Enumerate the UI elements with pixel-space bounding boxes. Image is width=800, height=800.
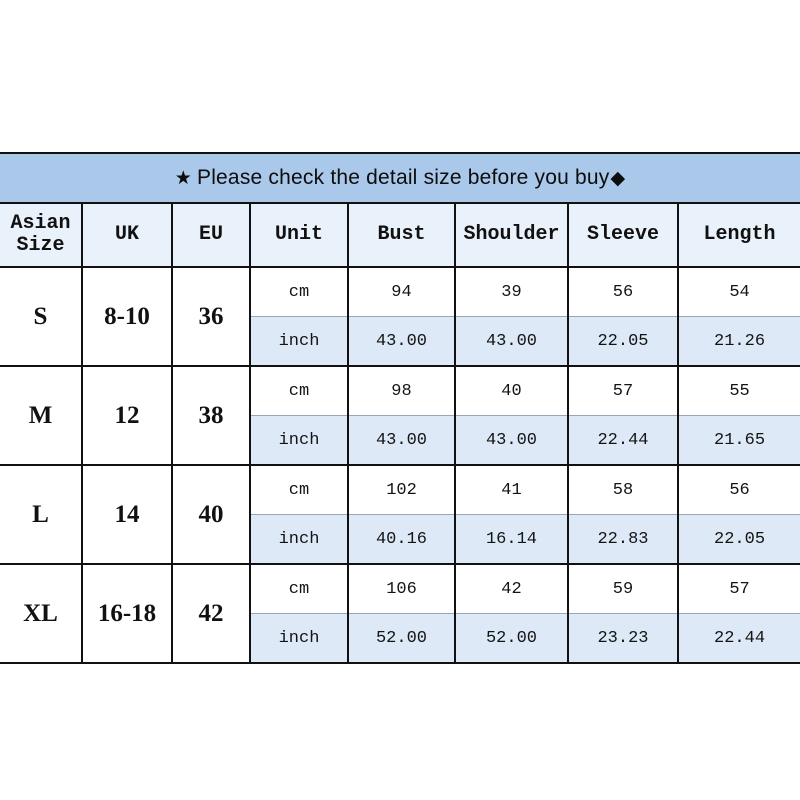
table-row: inch 43.00 43.00 22.44 21.65 (0, 415, 800, 466)
size-chart-container: ★ Please check the detail size before you… (0, 152, 800, 664)
asian-size-line2: Size (16, 234, 65, 257)
cell-shoulder-inch: 16.14 (455, 514, 569, 565)
cell-sleeve-inch: 22.83 (568, 514, 679, 565)
column-header-eu: EU (172, 203, 251, 268)
cell-length-cm: 55 (678, 366, 800, 416)
column-header-shoulder: Shoulder (455, 203, 569, 268)
table-header-row: Asian Size UK EU Unit Bust Shoulder Sleev… (0, 203, 800, 268)
cell-unit-cm: cm (250, 267, 349, 317)
table-row: inch 52.00 52.00 23.23 22.44 (0, 613, 800, 664)
cell-eu: 42 (172, 564, 251, 664)
banner-text-group: ★ Please check the detail size before you… (175, 166, 626, 189)
column-header-uk: UK (82, 203, 173, 268)
banner-row: ★ Please check the detail size before you… (0, 152, 800, 204)
cell-length-cm: 57 (678, 564, 800, 614)
table-row: L 14 40 cm 102 41 58 56 (0, 465, 800, 565)
table-row: inch 43.00 43.00 22.05 21.26 (0, 316, 800, 367)
cell-sleeve-inch: 22.44 (568, 415, 679, 466)
cell-asian-size: L (0, 465, 83, 565)
size-chart-table: ★ Please check the detail size before you… (0, 152, 800, 664)
column-header-asian-size: Asian Size (0, 203, 83, 268)
cell-shoulder-cm: 40 (455, 366, 569, 416)
table-row: M 12 38 cm 98 40 57 55 (0, 366, 800, 466)
cell-bust-inch: 40.16 (348, 514, 456, 565)
cell-shoulder-inch: 52.00 (455, 613, 569, 664)
cell-sleeve-cm: 57 (568, 366, 679, 416)
cell-asian-size: XL (0, 564, 83, 664)
cell-bust-cm: 106 (348, 564, 456, 614)
column-header-bust: Bust (348, 203, 456, 268)
cell-length-cm: 56 (678, 465, 800, 515)
banner-cell: ★ Please check the detail size before you… (0, 152, 800, 204)
column-header-unit: Unit (250, 203, 349, 268)
cell-eu: 38 (172, 366, 251, 466)
cell-unit-cm: cm (250, 564, 349, 614)
cell-asian-size: M (0, 366, 83, 466)
cell-shoulder-cm: 39 (455, 267, 569, 317)
table-row: inch 40.16 16.14 22.83 22.05 (0, 514, 800, 565)
column-header-sleeve: Sleeve (568, 203, 679, 268)
diamond-icon: ◆ (610, 167, 626, 189)
cell-length-inch: 22.44 (678, 613, 800, 664)
cell-shoulder-cm: 42 (455, 564, 569, 614)
cell-sleeve-cm: 56 (568, 267, 679, 317)
cell-eu: 40 (172, 465, 251, 565)
cell-length-inch: 21.65 (678, 415, 800, 466)
cell-bust-inch: 43.00 (348, 415, 456, 466)
cell-bust-cm: 98 (348, 366, 456, 416)
cell-uk: 14 (82, 465, 173, 565)
cell-uk: 8-10 (82, 267, 173, 367)
asian-size-line1: Asian (10, 211, 71, 235)
cell-sleeve-cm: 59 (568, 564, 679, 614)
cell-unit-inch: inch (250, 415, 349, 466)
cell-sleeve-inch: 22.05 (568, 316, 679, 367)
cell-length-inch: 22.05 (678, 514, 800, 565)
cell-shoulder-inch: 43.00 (455, 316, 569, 367)
cell-asian-size: S (0, 267, 83, 367)
cell-unit-cm: cm (250, 366, 349, 416)
cell-length-cm: 54 (678, 267, 800, 317)
cell-shoulder-inch: 43.00 (455, 415, 569, 466)
table-row: S 8-10 36 cm 94 39 56 54 (0, 267, 800, 367)
cell-uk: 12 (82, 366, 173, 466)
cell-bust-cm: 94 (348, 267, 456, 317)
banner-message: Please check the detail size before you … (196, 166, 610, 189)
column-header-length: Length (678, 203, 800, 268)
cell-unit-inch: inch (250, 613, 349, 664)
cell-sleeve-inch: 23.23 (568, 613, 679, 664)
cell-unit-cm: cm (250, 465, 349, 515)
cell-bust-inch: 43.00 (348, 316, 456, 367)
cell-shoulder-cm: 41 (455, 465, 569, 515)
cell-bust-cm: 102 (348, 465, 456, 515)
cell-unit-inch: inch (250, 514, 349, 565)
cell-uk: 16-18 (82, 564, 173, 664)
table-row: XL 16-18 42 cm 106 42 59 57 (0, 564, 800, 664)
cell-length-inch: 21.26 (678, 316, 800, 367)
cell-unit-inch: inch (250, 316, 349, 367)
cell-eu: 36 (172, 267, 251, 367)
star-icon: ★ (174, 167, 192, 189)
cell-bust-inch: 52.00 (348, 613, 456, 664)
cell-sleeve-cm: 58 (568, 465, 679, 515)
